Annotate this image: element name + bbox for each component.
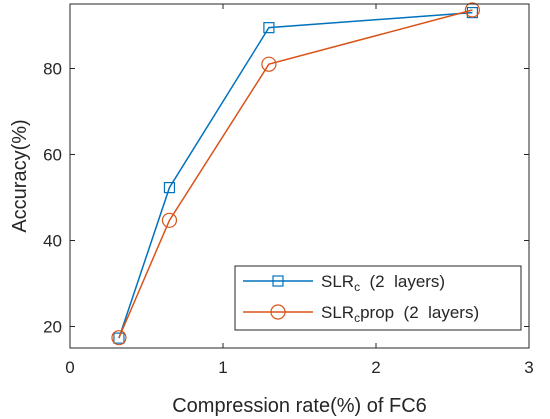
y-tick-label-2: 60 — [43, 146, 62, 165]
legend-label-1-main: SLR — [321, 303, 354, 322]
legend-label-1: SLRcprop (2 layers) — [321, 303, 479, 325]
y-axis-label: Accuracy(%) — [9, 119, 31, 232]
y-tick-label-1: 40 — [43, 232, 62, 251]
y-tick-label-0: 20 — [43, 318, 62, 337]
legend-label-0-sub: c — [354, 280, 360, 294]
legend-label-0-rest: (2 layers) — [360, 272, 445, 291]
legend-label-0-main: SLR — [321, 272, 354, 291]
x-tick-label-0: 0 — [65, 358, 74, 377]
series-0-point-1 — [163, 182, 176, 194]
series-1-point-3 — [464, 2, 480, 18]
plot-frame — [69, 3, 530, 349]
series-1-point-1 — [161, 212, 178, 228]
y-tick-label-3: 80 — [43, 60, 62, 79]
legend: SLRc (2 layers) SLRcprop (2 layers) — [234, 265, 522, 331]
series-layer — [111, 2, 480, 346]
series-0-point-2 — [263, 22, 275, 34]
x-tick-label-2: 2 — [371, 358, 380, 377]
legend-marker-0 — [272, 275, 284, 287]
x-axis-label: Compression rate(%) of FC6 — [172, 395, 427, 417]
legend-label-0: SLRc (2 layers) — [321, 272, 445, 294]
series-1-line — [118, 9, 473, 338]
y-axis-ticks: 20 40 60 80 — [43, 60, 529, 337]
series-0-line — [118, 11, 473, 339]
x-tick-label-1: 1 — [218, 358, 227, 377]
legend-label-1-sub: c — [354, 311, 360, 325]
legend-label-1-rest: prop (2 layers) — [360, 303, 479, 322]
series-1-point-2 — [261, 56, 277, 72]
series-0-point-0 — [113, 332, 125, 344]
legend-marker-1 — [270, 304, 286, 320]
x-tick-label-3: 3 — [524, 358, 533, 377]
series-1-point-0 — [111, 330, 127, 346]
